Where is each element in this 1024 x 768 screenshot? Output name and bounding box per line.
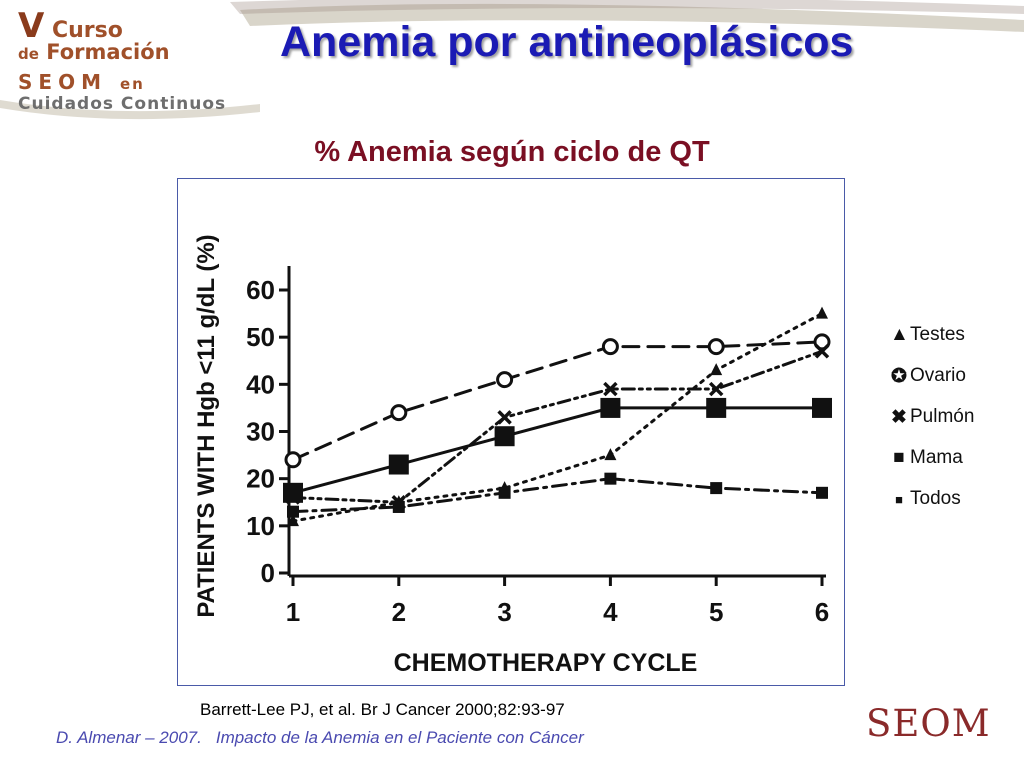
logo-roman-numeral: V bbox=[18, 6, 45, 46]
triangle-icon: ▲ bbox=[890, 324, 909, 345]
footer: D. Almenar – 2007. Impacto de la Anemia e… bbox=[56, 728, 584, 748]
data-point-large-square bbox=[494, 426, 515, 447]
chart-title: % Anemia según ciclo de QT bbox=[314, 136, 710, 168]
logo-word-cuidados: Cuidados Continuos bbox=[18, 94, 227, 114]
y-tick-label: 0 bbox=[261, 558, 275, 588]
chart-frame: 0 10 20 30 40 50 60 1 2 3 4 5 6 CHEMOTHERAPY CYCLE PAT… bbox=[177, 178, 845, 686]
data-point-x bbox=[708, 381, 724, 397]
data-point-open-circle bbox=[496, 371, 514, 389]
series-line-open-circle bbox=[291, 340, 824, 462]
data-point-open-circle bbox=[284, 451, 302, 469]
y-tick-label: 40 bbox=[246, 369, 275, 399]
seom-brand-logo: SEOM bbox=[866, 702, 991, 745]
series-line-small-square bbox=[291, 477, 824, 514]
legend-label: Testes bbox=[910, 324, 965, 345]
x-tick-label: 5 bbox=[709, 597, 723, 627]
data-point-open-circle bbox=[707, 338, 725, 356]
y-tick-label: 30 bbox=[246, 417, 275, 447]
series-line-x bbox=[291, 349, 824, 504]
y-tick-label: 60 bbox=[246, 275, 275, 305]
logo-word-de: de bbox=[18, 45, 39, 63]
data-point-triangle bbox=[604, 448, 617, 461]
legend-item-testes: ▲ Testes bbox=[890, 320, 965, 350]
x-tick-label: 3 bbox=[497, 597, 511, 627]
legend-label: Pulmón bbox=[910, 406, 975, 427]
data-point-triangle bbox=[287, 514, 299, 527]
legend-label: Todos bbox=[910, 488, 961, 509]
data-point-large-square bbox=[706, 397, 727, 418]
data-point-small-square bbox=[392, 500, 405, 513]
y-tick-label: 10 bbox=[246, 511, 275, 541]
logo-word-seom: SEOM bbox=[18, 70, 107, 94]
data-point-triangle bbox=[710, 363, 723, 376]
footer-author: D. Almenar – 2007. bbox=[56, 728, 202, 747]
legend-item-pulmon: ✖ Pulmón bbox=[890, 402, 974, 432]
data-point-large-square bbox=[283, 482, 303, 503]
legend-item-ovario: ✪ Ovario bbox=[890, 361, 966, 391]
x-tick-label: 2 bbox=[392, 597, 406, 627]
data-point-large-square bbox=[388, 454, 409, 475]
line-chart: 0 10 20 30 40 50 60 1 2 3 4 5 6 CHEMOTHERAPY CYCLE PAT… bbox=[193, 234, 832, 677]
x-icon: ✖ bbox=[891, 406, 907, 428]
data-point-x bbox=[603, 381, 618, 397]
logo-word-formacion: Formación bbox=[46, 40, 170, 64]
slide-title: Anemia por antineoplásicos bbox=[280, 18, 854, 66]
legend-item-mama: ■ Mama bbox=[890, 443, 963, 473]
data-point-small-square bbox=[710, 482, 723, 495]
series-line-large-square bbox=[291, 406, 824, 495]
x-tick-label: 4 bbox=[603, 597, 618, 627]
legend-label: Mama bbox=[910, 447, 963, 468]
logo-word-en: en bbox=[119, 75, 145, 93]
circle-icon: ✪ bbox=[891, 365, 907, 387]
small-square-icon: ■ bbox=[895, 491, 903, 507]
legend-label: Ovario bbox=[910, 365, 966, 386]
logo-word-curso: Curso bbox=[52, 18, 123, 43]
series-line-triangle bbox=[291, 312, 824, 523]
data-point-triangle bbox=[816, 306, 828, 319]
data-point-small-square bbox=[287, 505, 299, 518]
y-axis-title: PATIENTS WITH Hgb <11 g/dL (%) bbox=[193, 234, 220, 617]
header-swoosh bbox=[0, 0, 1024, 120]
data-point-open-circle bbox=[601, 338, 619, 356]
data-point-large-square bbox=[600, 397, 621, 418]
y-tick-label: 50 bbox=[246, 322, 275, 352]
legend-item-todos: ■ Todos bbox=[890, 484, 961, 514]
x-tick-label: 1 bbox=[286, 597, 300, 627]
data-point-small-square bbox=[604, 472, 617, 485]
data-point-small-square bbox=[498, 486, 511, 499]
course-logo: V Curso de Formación SEOM en Cuidados Co… bbox=[14, 6, 264, 116]
y-tick-label: 20 bbox=[246, 464, 275, 494]
data-point-x bbox=[814, 344, 830, 359]
data-point-x bbox=[497, 410, 512, 425]
footer-talk-title: Impacto de la Anemia en el Paciente con … bbox=[215, 728, 584, 747]
data-point-open-circle bbox=[390, 404, 408, 422]
square-icon: ■ bbox=[893, 447, 905, 468]
citation: Barrett-Lee PJ, et al. Br J Cancer 2000;… bbox=[200, 700, 565, 719]
x-axis-title: CHEMOTHERAPY CYCLE bbox=[394, 649, 698, 677]
data-point-small-square bbox=[816, 486, 828, 499]
x-tick-label: 6 bbox=[815, 597, 829, 627]
data-point-large-square bbox=[812, 397, 832, 418]
